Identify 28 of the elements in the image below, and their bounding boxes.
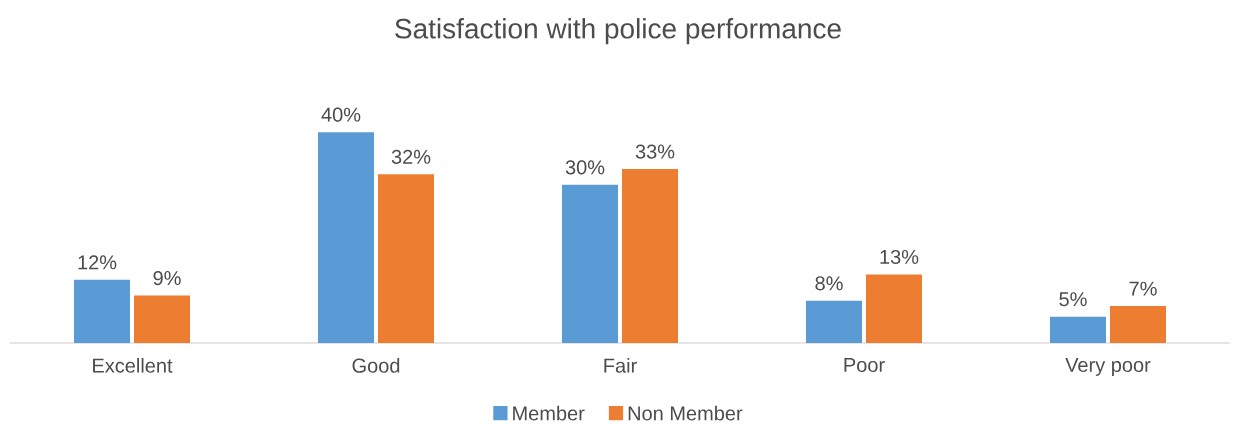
bar [74, 279, 131, 343]
data-label: 33% [635, 144, 675, 159]
bar [866, 274, 922, 343]
data-label: 9% [153, 270, 181, 286]
chart-title: Satisfaction with police performance [395, 18, 841, 45]
x-tick-label: Fair [604, 358, 637, 373]
x-tick-label: Excellent [93, 358, 173, 373]
data-label: 5% [1059, 292, 1087, 307]
bar [806, 300, 862, 343]
x-tick-label: Good [352, 358, 400, 373]
data-label: 32% [391, 149, 431, 164]
bar [378, 174, 435, 343]
data-label: 8% [815, 276, 843, 291]
bar [318, 132, 374, 343]
bar [1049, 316, 1106, 343]
data-label: 30% [565, 160, 605, 175]
x-tick-label: Poor [844, 358, 885, 372]
bar [1109, 306, 1166, 343]
bar [562, 184, 618, 343]
x-tick-label: Very poor [1065, 358, 1151, 376]
bar [622, 169, 678, 343]
legend-label: Member [513, 405, 585, 421]
legend-label: Non Member [628, 405, 743, 421]
data-label: 12% [78, 255, 117, 270]
data-label: 7% [1129, 281, 1157, 296]
bar [134, 295, 191, 343]
data-label: 40% [321, 107, 361, 122]
data-label: 13% [880, 249, 919, 265]
